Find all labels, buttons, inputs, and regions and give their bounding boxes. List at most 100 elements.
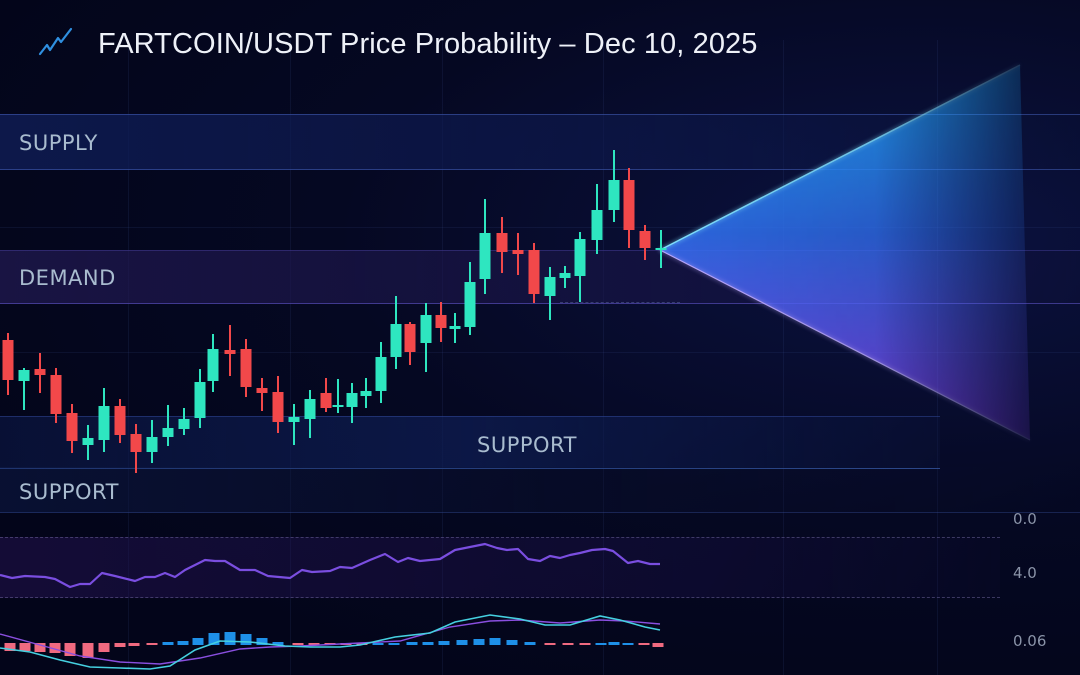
chart-title: FARTCOIN/USDT Price Probability – Dec 10…: [98, 27, 758, 60]
candle: [390, 296, 402, 369]
candle: [240, 339, 252, 397]
candle: [639, 225, 651, 260]
cone-upper-edge: [659, 64, 1021, 251]
candle: [623, 168, 635, 248]
candle: [496, 217, 508, 273]
support-label-left: SUPPORT: [19, 480, 119, 504]
support-zone-left: [0, 467, 1080, 513]
macd-histogram-bar: [562, 643, 574, 645]
macd-histogram-bar: [608, 642, 620, 645]
macd-histogram-bar: [638, 643, 650, 645]
rsi-axis-mid: 4.0: [1013, 564, 1037, 582]
macd-histogram-bar: [146, 643, 158, 645]
grid-line-vertical: [128, 40, 129, 675]
macd-histogram-bar: [506, 640, 518, 645]
candle: [18, 368, 30, 410]
supply-label: SUPPLY: [19, 131, 98, 155]
macd-histogram-bar: [388, 643, 400, 645]
candle: [360, 378, 372, 408]
candle: [559, 266, 571, 288]
macd-histogram-bar: [272, 642, 284, 645]
grid-line-vertical: [290, 40, 291, 675]
candle: [420, 303, 432, 372]
macd-axis-label: 0.06: [1013, 632, 1047, 650]
candle: [591, 184, 603, 254]
macd-histogram-bar: [82, 643, 94, 658]
candle: [34, 353, 46, 393]
candle: [130, 424, 142, 473]
grid-line-vertical: [783, 40, 784, 675]
candle: [608, 150, 620, 222]
macd-histogram-bar: [422, 642, 434, 645]
candle: [272, 376, 284, 433]
candle: [375, 342, 387, 403]
grid-line-vertical: [603, 40, 604, 675]
macd-histogram-bar: [64, 643, 76, 656]
macd-histogram-bar: [372, 643, 384, 645]
candlesticks: [2, 150, 667, 473]
candle: [2, 333, 14, 395]
macd-histogram-bar: [162, 642, 174, 645]
candle: [207, 334, 219, 392]
macd-histogram-bar: [49, 643, 61, 653]
candle: [320, 378, 332, 412]
macd-histogram-bar: [406, 642, 418, 645]
candle: [332, 379, 344, 413]
macd-histogram-bar: [192, 638, 204, 645]
macd-histogram-bar: [256, 638, 268, 645]
macd-histogram-bar: [652, 643, 664, 647]
macd-line: [0, 614, 661, 670]
candle: [449, 313, 461, 343]
grid-line-vertical: [442, 40, 443, 675]
candle: [346, 383, 358, 423]
grid-line-horizontal: [0, 352, 1080, 353]
macd-histogram-bar: [98, 643, 110, 652]
candle: [544, 267, 556, 320]
candle: [435, 302, 447, 342]
rsi-band: [0, 537, 1000, 598]
cone-lower-edge: [659, 249, 1031, 441]
candle: [66, 404, 78, 453]
candle: [194, 369, 206, 428]
macd-histogram-bar: [473, 639, 485, 645]
candle: [82, 425, 94, 460]
candle: [464, 262, 476, 335]
macd-indicator: [0, 614, 664, 670]
macd-histogram-bar: [579, 643, 591, 645]
candle: [479, 199, 491, 294]
candle: [288, 404, 300, 445]
demand-label: DEMAND: [19, 266, 116, 290]
macd-histogram-bar: [240, 634, 252, 645]
macd-histogram-bar: [544, 643, 556, 645]
grid-line-horizontal: [0, 227, 1080, 228]
candle: [50, 368, 62, 423]
candle: [528, 243, 540, 303]
candle: [114, 399, 126, 443]
candle: [224, 325, 236, 376]
rsi-indicator: [0, 542, 660, 589]
rsi-axis-top: 0.0: [1013, 510, 1037, 528]
macd-histogram-bar: [224, 632, 236, 645]
macd-histogram-bar: [438, 641, 450, 645]
probability-cone: [659, 64, 1031, 441]
candle: [404, 322, 416, 365]
macd-histogram-bar: [128, 643, 140, 646]
candle: [304, 390, 316, 438]
support-label-mid: SUPPORT: [477, 433, 577, 457]
candle: [98, 388, 110, 452]
rsi-line: [0, 542, 660, 589]
signal-line: [0, 619, 661, 665]
macd-histogram-bar: [292, 643, 304, 645]
macd-histogram-bar: [114, 643, 126, 647]
cone-fill: [660, 65, 1030, 440]
macd-histogram-bar: [34, 643, 46, 652]
macd-histogram-bar: [595, 643, 607, 645]
candle: [146, 420, 158, 463]
candle: [256, 378, 268, 411]
candle: [178, 408, 190, 435]
candle: [512, 233, 524, 275]
macd-histogram-bar: [177, 641, 189, 645]
candle: [655, 230, 667, 268]
chart-header: FARTCOIN/USDT Price Probability – Dec 10…: [36, 22, 758, 66]
